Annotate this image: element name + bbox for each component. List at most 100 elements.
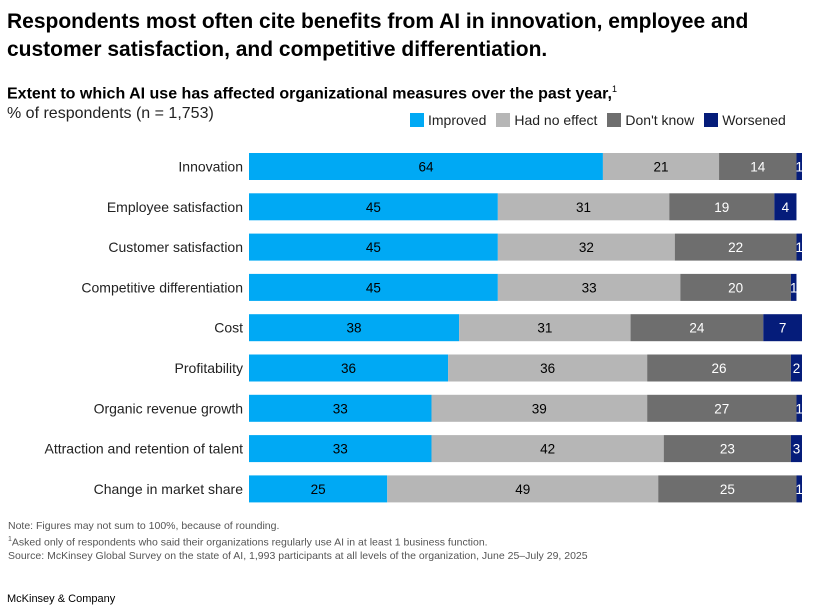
bar-worsened-employee-satisfaction [774,193,797,221]
data-label-improved-profitability: 36 [341,361,356,376]
data-label-worsened-innovation: 1 [795,160,803,175]
data-label-don-t-know-profitability: 26 [712,361,727,376]
bar-had-no-effect-employee-satisfaction [497,193,670,221]
chart-notes: Note: Figures may not sum to 100%, becau… [8,520,588,563]
data-label-worsened-attraction-and-retention-of-talent: 3 [793,442,801,457]
bar-had-no-effect-profitability [448,354,648,382]
bar-had-no-effect-cost [459,314,631,342]
chart-subtitle: Extent to which AI use has affected orga… [7,84,617,103]
bar-worsened-cost [763,314,802,342]
bar-worsened-customer-satisfaction [796,233,802,261]
bar-improved-profitability [249,354,449,382]
subtitle-footnote-marker: 1 [611,84,617,94]
category-label-profitability: Profitability [175,360,243,376]
legend-item-improved: Improved [410,112,486,128]
data-label-improved-attraction-and-retention-of-talent: 33 [333,442,348,457]
data-label-had-no-effect-customer-satisfaction: 32 [579,240,594,255]
data-label-had-no-effect-competitive-differentiation: 33 [582,280,597,295]
data-label-improved-customer-satisfaction: 45 [366,240,381,255]
bar-improved-change-in-market-share [249,475,388,503]
bar-improved-attraction-and-retention-of-talent [249,435,432,463]
legend-label-no-effect: Had no effect [514,112,598,128]
legend-label-worsened: Worsened [722,112,786,128]
footnote-marker: 1 [8,536,12,543]
data-label-don-t-know-competitive-differentiation: 20 [728,280,743,295]
data-label-don-t-know-employee-satisfaction: 19 [714,200,729,215]
data-label-don-t-know-change-in-market-share: 25 [720,482,735,497]
data-label-had-no-effect-cost: 31 [537,321,552,336]
bar-improved-employee-satisfaction [249,193,498,221]
category-label-innovation: Innovation [178,159,243,175]
legend-item-dont-know: Don't know [607,112,694,128]
legend-item-no-effect: Had no effect [496,112,597,128]
bar-worsened-competitive-differentiation [790,273,797,301]
legend-item-worsened: Worsened [704,112,786,128]
bar-worsened-change-in-market-share [796,475,802,503]
data-label-worsened-change-in-market-share: 1 [795,482,803,497]
category-label-cost: Cost [214,320,243,336]
legend-label-dont-know: Don't know [625,112,695,128]
data-label-worsened-profitability: 2 [793,361,801,376]
bar-improved-organic-revenue-growth [249,394,432,422]
brand-logo-text: McKinsey & Company [7,593,116,605]
data-label-worsened-organic-revenue-growth: 1 [795,401,803,416]
bar-don-t-know-cost [630,314,764,342]
bar-worsened-profitability [790,354,802,382]
bar-don-t-know-change-in-market-share [658,475,797,503]
data-label-had-no-effect-change-in-market-share: 49 [515,482,530,497]
bar-improved-cost [249,314,460,342]
data-label-don-t-know-customer-satisfaction: 22 [728,240,743,255]
category-label-competitive-differentiation: Competitive differentiation [81,279,243,295]
bar-had-no-effect-customer-satisfaction [497,233,675,261]
data-label-improved-innovation: 64 [418,160,434,175]
bar-improved-innovation [249,153,603,180]
bar-don-t-know-organic-revenue-growth [647,394,797,422]
bar-don-t-know-customer-satisfaction [674,233,797,261]
chart-units: % of respondents (n = 1,753) [7,105,214,122]
data-label-improved-change-in-market-share: 25 [311,482,326,497]
bar-don-t-know-innovation [719,153,797,180]
bar-don-t-know-attraction-and-retention-of-talent [663,435,791,463]
data-label-improved-employee-satisfaction: 45 [366,200,381,215]
data-label-had-no-effect-innovation: 21 [653,160,668,175]
bar-worsened-innovation [796,153,802,180]
legend-swatch-dont-know [607,113,622,127]
note-rounding: Note: Figures may not sum to 100%, becau… [8,520,280,532]
data-label-don-t-know-innovation: 14 [750,160,766,175]
chart-legend: Improved Had no effect Don't know Worsen… [410,112,786,128]
data-label-don-t-know-attraction-and-retention-of-talent: 23 [720,442,735,457]
data-label-had-no-effect-attraction-and-retention-of-talent: 42 [540,442,555,457]
data-label-had-no-effect-employee-satisfaction: 31 [576,200,591,215]
legend-swatch-improved [410,113,424,127]
data-label-improved-organic-revenue-growth: 33 [333,401,348,416]
category-label-change-in-market-share: Change in market share [94,481,244,497]
legend-swatch-worsened [704,113,719,127]
bar-don-t-know-employee-satisfaction [669,193,775,221]
category-label-attraction-and-retention-of-talent: Attraction and retention of talent [45,441,244,457]
data-label-don-t-know-cost: 24 [689,321,705,336]
data-label-don-t-know-organic-revenue-growth: 27 [714,401,729,416]
bar-worsened-organic-revenue-growth [796,394,802,422]
data-label-had-no-effect-organic-revenue-growth: 39 [532,401,547,416]
legend-swatch-no-effect [496,113,511,127]
bar-don-t-know-profitability [647,354,791,382]
bar-improved-customer-satisfaction [249,233,498,261]
note-source: Source: McKinsey Global Survey on the st… [8,549,588,562]
legend-label-improved: Improved [428,112,487,128]
bar-improved-competitive-differentiation [249,273,498,301]
bar-had-no-effect-innovation [602,153,720,180]
category-label-organic-revenue-growth: Organic revenue growth [94,400,243,416]
bar-had-no-effect-attraction-and-retention-of-talent [431,435,664,463]
chart-headline: Respondents most often cite benefits fro… [7,10,749,61]
bar-don-t-know-competitive-differentiation [680,273,791,301]
data-label-worsened-competitive-differentiation: 1 [790,280,798,295]
category-label-customer-satisfaction: Customer satisfaction [108,239,243,255]
data-label-had-no-effect-profitability: 36 [540,361,555,376]
data-label-improved-competitive-differentiation: 45 [366,280,381,295]
note-footnote-1: 1Asked only of respondents who said thei… [8,533,588,550]
data-label-worsened-employee-satisfaction: 4 [782,200,790,215]
category-label-employee-satisfaction: Employee satisfaction [107,199,243,215]
chart-subtitle-text: Extent to which AI use has affected orga… [7,85,612,103]
footnote-text: Asked only of respondents who said their… [11,536,488,549]
